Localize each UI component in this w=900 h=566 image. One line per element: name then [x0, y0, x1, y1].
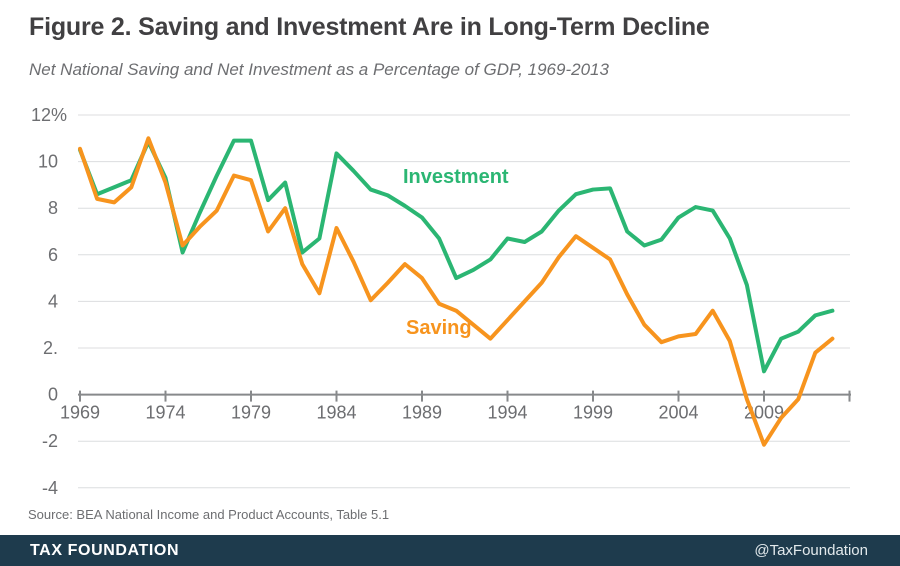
investment-line: [78, 138, 835, 374]
y-axis-label: 10: [38, 152, 58, 172]
x-axis-label: 1974: [145, 403, 185, 423]
x-axis-label: 2004: [658, 403, 698, 423]
y-axis-label: 0: [48, 385, 58, 405]
twitter-handle: @TaxFoundation: [754, 542, 868, 559]
footer-bar: TAX FOUNDATION @TaxFoundation: [0, 535, 900, 566]
y-axis-label: 12%: [31, 105, 67, 125]
figure-subtitle: Net National Saving and Net Investment a…: [29, 60, 609, 79]
y-axis-label: -2: [42, 431, 58, 451]
x-axis-label: 1989: [402, 403, 442, 423]
y-axis-label: 4: [48, 291, 58, 311]
y-axis-label: 8: [48, 198, 58, 218]
x-axis-label: 1999: [573, 403, 613, 423]
saving-line: [78, 136, 835, 447]
source-note: Source: BEA National Income and Product …: [28, 507, 390, 522]
saving-series-label: Saving: [406, 317, 472, 339]
brand-name: TAX FOUNDATION: [30, 541, 180, 559]
chart-svg: 12% 10 8 6 4 2. 0 -2 -4 1969 1974 1979 1984 1989 1994 1…: [31, 105, 851, 498]
y-axis-label: -4: [42, 478, 58, 498]
figure-title: Figure 2. Saving and Investment Are in L…: [29, 13, 710, 41]
x-axis-label: 1969: [60, 403, 100, 423]
x-axis-label: 1994: [487, 403, 527, 423]
investment-series-label: Investment: [403, 166, 509, 188]
x-axis-label: 1979: [231, 403, 271, 423]
y-axis-label: 6: [48, 245, 58, 265]
y-axis-label: 2.: [43, 338, 58, 358]
x-axis-label: 1984: [316, 403, 356, 423]
